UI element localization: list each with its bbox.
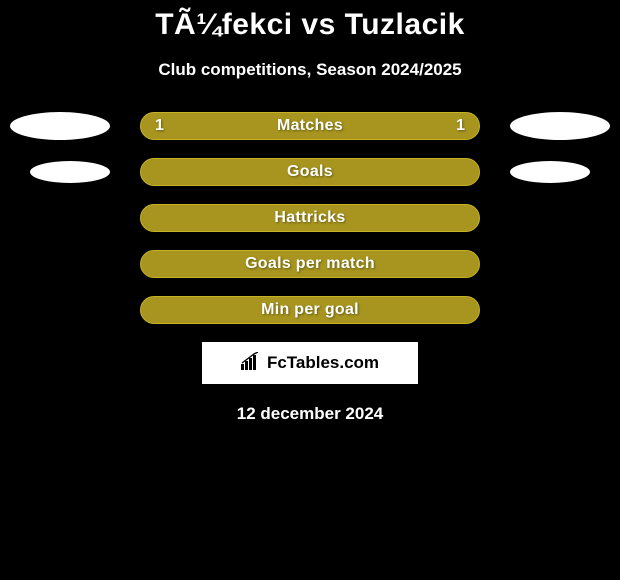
- chart-icon: [241, 352, 263, 375]
- stat-value-left: 1: [155, 117, 164, 135]
- stat-label: Hattricks: [274, 209, 345, 227]
- ellipse-right: [510, 161, 590, 183]
- brand-badge: FcTables.com: [202, 342, 418, 384]
- stat-row-hattricks: Hattricks: [0, 204, 620, 232]
- stat-label: Min per goal: [261, 301, 359, 319]
- stat-label: Goals per match: [245, 255, 375, 273]
- stat-row-goals: Goals: [0, 158, 620, 186]
- ellipse-right: [510, 112, 610, 140]
- stat-label: Matches: [277, 117, 343, 135]
- stat-bar-goals: Goals: [140, 158, 480, 186]
- ellipse-left: [30, 161, 110, 183]
- stat-bar-min-per-goal: Min per goal: [140, 296, 480, 324]
- stat-value-right: 1: [456, 117, 465, 135]
- brand-text: FcTables.com: [267, 353, 379, 373]
- ellipse-left: [10, 112, 110, 140]
- page-subtitle: Club competitions, Season 2024/2025: [0, 60, 620, 80]
- page-title: TÃ¼fekci vs Tuzlacik: [0, 0, 620, 42]
- footer-date: 12 december 2024: [0, 404, 620, 424]
- stat-bar-hattricks: Hattricks: [140, 204, 480, 232]
- stat-row-min-per-goal: Min per goal: [0, 296, 620, 324]
- stat-bar-goals-per-match: Goals per match: [140, 250, 480, 278]
- stat-label: Goals: [287, 163, 333, 181]
- stat-row-matches: 1 Matches 1: [0, 112, 620, 140]
- comparison-card: TÃ¼fekci vs Tuzlacik Club competitions, …: [0, 0, 620, 424]
- stat-row-goals-per-match: Goals per match: [0, 250, 620, 278]
- stats-area: 1 Matches 1 Goals Hattricks Goals per ma…: [0, 112, 620, 324]
- stat-bar-matches: 1 Matches 1: [140, 112, 480, 140]
